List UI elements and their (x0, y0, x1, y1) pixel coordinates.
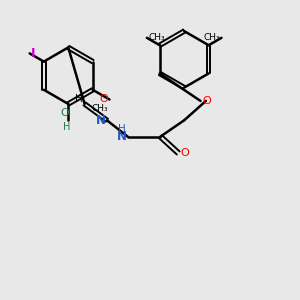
Text: N: N (117, 130, 127, 143)
Text: O: O (60, 108, 69, 118)
Text: O: O (181, 148, 189, 158)
Text: O: O (99, 94, 108, 104)
Text: CH₃: CH₃ (203, 33, 220, 42)
Text: H: H (118, 124, 126, 134)
Text: O: O (202, 96, 211, 106)
Text: CH₃: CH₃ (91, 104, 108, 113)
Text: N: N (96, 114, 106, 127)
Text: H: H (63, 122, 70, 132)
Text: CH₃: CH₃ (148, 33, 165, 42)
Text: I: I (31, 47, 36, 60)
Text: H: H (75, 94, 83, 103)
